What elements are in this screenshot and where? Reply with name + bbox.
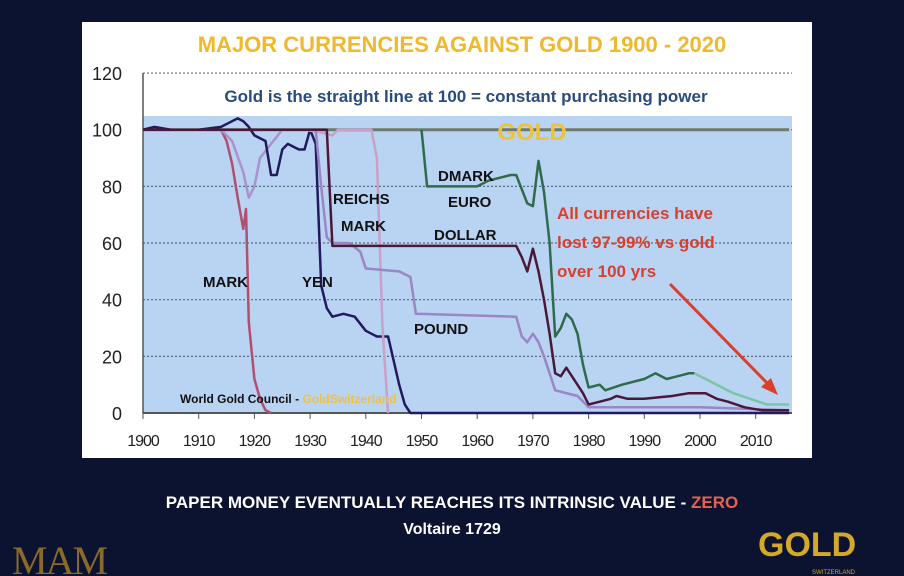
x-tick-label: 2000 xyxy=(684,433,717,450)
chart-subtitle: Gold is the straight line at 100 = const… xyxy=(224,87,708,106)
svg-text:MAM: MAM xyxy=(12,538,107,576)
x-tick-label: 1950 xyxy=(406,433,439,450)
series-pound-1914-1931 xyxy=(220,128,316,199)
y-tick-label: 60 xyxy=(102,234,122,254)
source-text: World Gold Council - xyxy=(180,392,302,406)
series-euro xyxy=(693,372,790,406)
series-dollar xyxy=(143,128,790,412)
label-dollar: DOLLAR xyxy=(434,227,497,244)
x-tick-label: 2010 xyxy=(740,433,773,450)
annotation-line-1: All currencies have xyxy=(557,204,713,223)
chart-title: MAJOR CURRENCIES AGAINST GOLD 1900 - 202… xyxy=(198,32,727,57)
caption-text: PAPER MONEY EVENTUALLY REACHES ITS INTRI… xyxy=(165,493,691,512)
series-reichs-mark xyxy=(276,128,390,414)
y-tick-label: 0 xyxy=(112,404,122,424)
caption-quote: PAPER MONEY EVENTUALLY REACHES ITS INTRI… xyxy=(0,493,904,513)
y-tick-label: 80 xyxy=(102,177,122,197)
series-pound xyxy=(314,129,790,412)
series-mark xyxy=(143,128,272,415)
x-tick-label: 1970 xyxy=(517,433,550,450)
label-yen: YEN xyxy=(302,274,333,291)
x-tick-label: 1980 xyxy=(573,433,606,450)
goldswitzerland-logo: GOLD SWITZERLAND xyxy=(758,526,856,576)
caption-author: Voltaire 1729 xyxy=(403,521,501,538)
y-tick-label: 100 xyxy=(92,121,122,141)
y-tick-label: 40 xyxy=(102,291,122,311)
y-tick-label: 120 xyxy=(92,64,122,84)
x-tick-label: 1940 xyxy=(350,433,383,450)
y-tick-label: 20 xyxy=(102,347,122,367)
annotation-line-2: lost 97-99% vs gold xyxy=(557,233,715,252)
mam-logo: MAM xyxy=(12,538,109,576)
label-pound: POUND xyxy=(414,321,468,338)
annotation-arrow xyxy=(668,282,778,395)
label-reichsmark: MARK xyxy=(341,218,386,235)
series-dmark xyxy=(420,129,695,392)
x-tick-label: 1900 xyxy=(127,433,160,450)
x-tick-label: 1930 xyxy=(294,433,327,450)
label-mark: MARK xyxy=(203,274,248,291)
source-note: World Gold Council - GoldSwitzerland xyxy=(180,392,396,406)
series-yen xyxy=(142,117,790,415)
label-reichs: REICHS xyxy=(333,191,390,208)
plot-area xyxy=(143,116,792,413)
caption-zero: ZERO xyxy=(690,493,739,512)
label-euro: EURO xyxy=(448,194,492,211)
label-dmark: DMARK xyxy=(438,168,494,185)
label-gold: GOLD xyxy=(497,119,566,146)
goldswitzerland-logo-sub: SWITZERLAND xyxy=(812,570,856,576)
goldswitzerland-logo-word: GOLD xyxy=(758,526,856,564)
source-brand: GoldSwitzerland xyxy=(302,392,396,406)
x-tick-label: 1920 xyxy=(239,433,272,450)
x-tick-label: 1960 xyxy=(461,433,494,450)
x-tick-label: 1990 xyxy=(629,433,662,450)
x-tick-label: 1910 xyxy=(183,433,216,450)
annotation-line-3: over 100 yrs xyxy=(557,262,656,281)
